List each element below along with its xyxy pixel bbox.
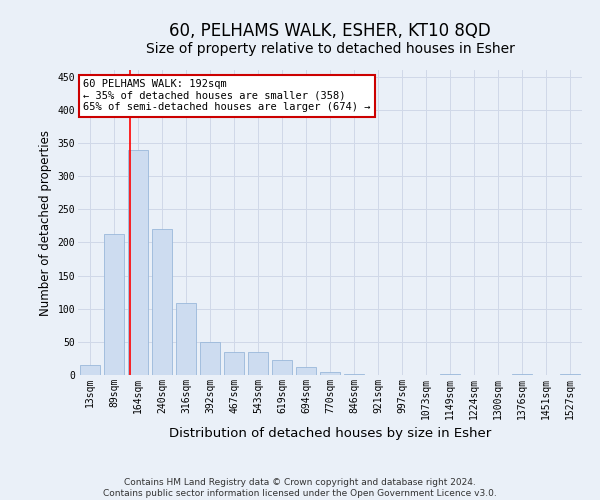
Bar — [296, 367, 316, 375]
Bar — [200, 342, 220, 375]
Bar — [176, 304, 196, 375]
Bar — [224, 352, 244, 375]
Text: 60, PELHAMS WALK, ESHER, KT10 8QD: 60, PELHAMS WALK, ESHER, KT10 8QD — [169, 22, 491, 40]
Bar — [440, 374, 460, 375]
Bar — [272, 360, 292, 375]
Bar — [128, 150, 148, 375]
Text: Contains HM Land Registry data © Crown copyright and database right 2024.
Contai: Contains HM Land Registry data © Crown c… — [103, 478, 497, 498]
Bar — [248, 352, 268, 375]
Text: 60 PELHAMS WALK: 192sqm
← 35% of detached houses are smaller (358)
65% of semi-d: 60 PELHAMS WALK: 192sqm ← 35% of detache… — [83, 79, 371, 112]
X-axis label: Distribution of detached houses by size in Esher: Distribution of detached houses by size … — [169, 427, 491, 440]
Text: Size of property relative to detached houses in Esher: Size of property relative to detached ho… — [146, 42, 514, 56]
Y-axis label: Number of detached properties: Number of detached properties — [39, 130, 52, 316]
Bar — [104, 234, 124, 375]
Bar — [512, 374, 532, 375]
Bar — [344, 374, 364, 375]
Bar — [152, 229, 172, 375]
Bar — [320, 372, 340, 375]
Bar — [560, 374, 580, 375]
Bar — [80, 365, 100, 375]
